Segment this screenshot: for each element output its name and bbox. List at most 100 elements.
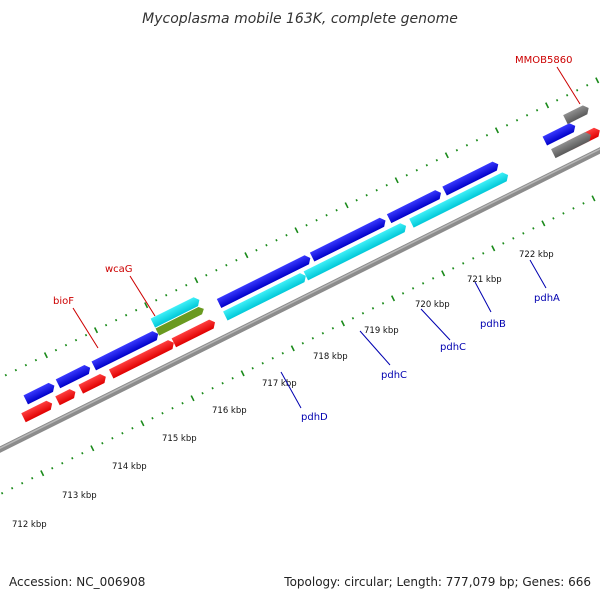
cds-arrow-reverse[interactable] bbox=[55, 387, 77, 406]
minor-tick bbox=[475, 139, 479, 142]
gene-label-pdhb[interactable]: pdhB bbox=[480, 319, 506, 330]
minor-tick bbox=[502, 242, 505, 245]
major-tick bbox=[541, 220, 546, 227]
minor-tick bbox=[325, 213, 328, 217]
cds-arrow-reverse[interactable] bbox=[21, 399, 54, 423]
kbp-label: 721 kbp bbox=[467, 275, 502, 285]
diagonal-track-group bbox=[0, 77, 600, 495]
kbp-label: 716 kbp bbox=[212, 406, 247, 416]
gene-label-mmob5860[interactable]: MMOB5860 bbox=[515, 55, 572, 66]
cds-arrow-forward[interactable] bbox=[309, 216, 388, 262]
minor-tick bbox=[185, 283, 188, 287]
kbp-label: 720 kbp bbox=[415, 300, 450, 310]
forward-strand-inner bbox=[223, 171, 510, 321]
minor-tick bbox=[281, 352, 284, 355]
minor-tick bbox=[305, 223, 308, 227]
minor-tick bbox=[215, 268, 218, 272]
cds-arrow-forward[interactable] bbox=[442, 160, 500, 196]
major-tick bbox=[43, 352, 48, 359]
minor-tick bbox=[20, 481, 24, 485]
minor-tick bbox=[586, 84, 589, 87]
cds-arrow-olive[interactable] bbox=[155, 305, 206, 336]
cds-arrow-forward[interactable] bbox=[55, 363, 93, 389]
minor-tick bbox=[131, 426, 134, 430]
minor-tick bbox=[175, 288, 178, 292]
minor-tick bbox=[411, 287, 415, 290]
minor-tick bbox=[261, 362, 264, 365]
leader-line bbox=[474, 281, 492, 313]
major-tick bbox=[40, 470, 45, 477]
minor-tick bbox=[401, 292, 405, 295]
forward-strand-outer bbox=[23, 121, 578, 405]
minor-tick bbox=[532, 227, 535, 230]
minor-tick bbox=[121, 431, 124, 435]
minor-tick bbox=[181, 402, 184, 405]
minor-tick bbox=[225, 263, 228, 267]
gene-label-pdha[interactable]: pdhA bbox=[534, 293, 560, 304]
major-tick bbox=[93, 327, 99, 334]
minor-tick bbox=[575, 89, 579, 92]
minor-tick bbox=[211, 387, 214, 390]
minor-tick bbox=[104, 323, 108, 327]
genome-summary: Topology: circular; Length: 777,079 bp; … bbox=[283, 575, 591, 589]
minor-tick bbox=[311, 337, 314, 340]
minor-tick bbox=[515, 119, 519, 122]
cds-arrow-pdhc[interactable] bbox=[303, 221, 409, 281]
minor-tick bbox=[205, 273, 208, 277]
minor-tick bbox=[421, 282, 425, 285]
gene-label-biof[interactable]: bioF bbox=[53, 296, 74, 307]
cds-arrow-pdhd[interactable] bbox=[223, 271, 308, 321]
cds-arrow-reverse[interactable] bbox=[171, 318, 218, 348]
kbp-label: 718 kbp bbox=[313, 352, 348, 362]
minor-tick bbox=[235, 258, 238, 262]
minor-tick bbox=[10, 486, 14, 490]
minor-tick bbox=[455, 149, 459, 152]
cds-arrow-forward[interactable] bbox=[542, 121, 578, 146]
minor-tick bbox=[71, 456, 74, 460]
minor-tick bbox=[111, 436, 114, 440]
cds-arrow-forward[interactable] bbox=[386, 188, 443, 224]
outer-tick-row bbox=[4, 77, 600, 377]
cds-arrow-reverse[interactable] bbox=[108, 338, 176, 379]
kbp-label: 714 kbp bbox=[112, 462, 147, 472]
minor-tick bbox=[485, 134, 489, 137]
minor-tick bbox=[285, 233, 288, 237]
major-tick bbox=[240, 370, 245, 377]
gene-label-pdhc[interactable]: pdhC bbox=[440, 342, 466, 353]
major-tick bbox=[494, 127, 500, 134]
minor-tick bbox=[562, 212, 565, 215]
minor-tick bbox=[0, 491, 4, 495]
gene-label-pdhd[interactable]: pdhD bbox=[301, 412, 328, 423]
minor-tick bbox=[512, 237, 515, 240]
gene-labels: MMOB5860 wcaG bioF pdhA pdhB pdhC pdhC p… bbox=[53, 55, 581, 423]
gene-label-wcag[interactable]: wcaG bbox=[105, 264, 133, 275]
backbone bbox=[0, 109, 600, 491]
cds-arrow-forward[interactable] bbox=[23, 381, 57, 405]
cds-arrow-forward[interactable] bbox=[91, 329, 161, 371]
minor-tick bbox=[74, 338, 78, 342]
major-tick bbox=[340, 320, 345, 327]
minor-tick bbox=[431, 277, 435, 280]
minor-tick bbox=[465, 144, 469, 147]
cds-arrow-forward[interactable] bbox=[216, 253, 313, 308]
leader-line bbox=[280, 371, 302, 409]
feature-gray[interactable] bbox=[563, 104, 591, 125]
cds-arrow-reverse[interactable] bbox=[78, 372, 109, 394]
feature-gray[interactable] bbox=[551, 130, 593, 159]
minor-tick bbox=[385, 184, 388, 187]
minor-tick bbox=[572, 207, 575, 210]
reverse-strand bbox=[21, 104, 600, 423]
minor-tick bbox=[355, 198, 358, 202]
kbp-label: 712 kbp bbox=[12, 520, 47, 530]
cds-arrow-pdhb[interactable] bbox=[409, 171, 510, 228]
minor-tick bbox=[361, 312, 365, 315]
cds-arrow-wcag[interactable] bbox=[150, 295, 202, 328]
gene-label-pdhc[interactable]: pdhC bbox=[381, 370, 407, 381]
minor-tick bbox=[171, 407, 174, 410]
minor-tick bbox=[582, 202, 585, 205]
minor-tick bbox=[4, 373, 7, 377]
kbp-label: 719 kbp bbox=[364, 326, 399, 336]
minor-tick bbox=[101, 441, 104, 445]
minor-tick bbox=[335, 208, 338, 212]
